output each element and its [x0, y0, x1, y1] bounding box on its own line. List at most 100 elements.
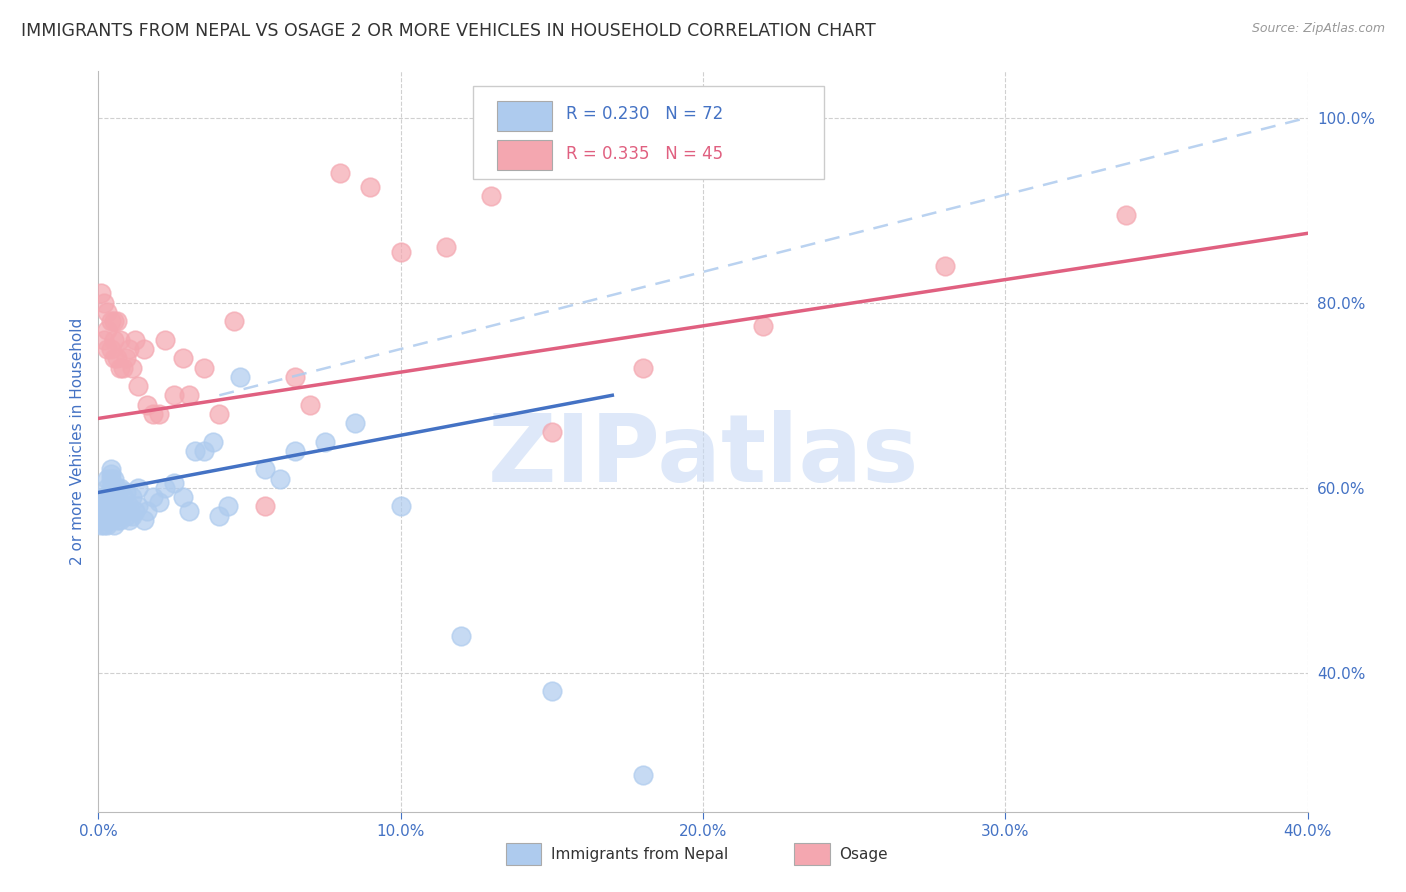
- Point: [103, 490, 125, 504]
- Point: [93, 500, 115, 514]
- Text: Immigrants from Nepal: Immigrants from Nepal: [551, 847, 728, 862]
- Point: [100, 462, 122, 476]
- Point: [934, 259, 956, 273]
- Point: [96, 323, 118, 337]
- Point: [100, 500, 122, 514]
- Point: [752, 318, 775, 333]
- Point: [103, 314, 125, 328]
- Point: [179, 504, 201, 518]
- Point: [96, 481, 118, 495]
- Point: [481, 189, 503, 203]
- Point: [103, 508, 125, 523]
- Point: [114, 485, 136, 500]
- Text: Source: ZipAtlas.com: Source: ZipAtlas.com: [1251, 22, 1385, 36]
- Point: [179, 388, 201, 402]
- Point: [269, 472, 291, 486]
- Point: [90, 500, 112, 514]
- Point: [163, 388, 186, 402]
- Point: [193, 360, 215, 375]
- Point: [96, 472, 118, 486]
- Text: IMMIGRANTS FROM NEPAL VS OSAGE 2 OR MORE VEHICLES IN HOUSEHOLD CORRELATION CHART: IMMIGRANTS FROM NEPAL VS OSAGE 2 OR MORE…: [21, 22, 876, 40]
- Point: [103, 517, 125, 532]
- Point: [121, 490, 143, 504]
- Point: [284, 369, 307, 384]
- Point: [93, 504, 115, 518]
- Point: [184, 443, 207, 458]
- Point: [93, 333, 115, 347]
- Point: [1115, 208, 1137, 222]
- Point: [202, 434, 225, 449]
- Text: R = 0.335   N = 45: R = 0.335 N = 45: [567, 145, 724, 162]
- Point: [105, 351, 128, 366]
- Point: [217, 500, 239, 514]
- Point: [105, 481, 128, 495]
- Point: [153, 333, 176, 347]
- Point: [193, 443, 215, 458]
- Point: [631, 360, 654, 375]
- Point: [93, 513, 115, 527]
- Point: [229, 369, 252, 384]
- Point: [105, 504, 128, 518]
- Point: [93, 295, 115, 310]
- Point: [208, 508, 231, 523]
- Point: [540, 425, 562, 440]
- Point: [299, 398, 322, 412]
- Point: [96, 504, 118, 518]
- Point: [114, 351, 136, 366]
- Point: [111, 504, 134, 518]
- Point: [96, 305, 118, 319]
- Point: [93, 508, 115, 523]
- Text: ZIPatlas: ZIPatlas: [488, 410, 918, 502]
- Point: [118, 342, 141, 356]
- Point: [105, 513, 128, 527]
- Point: [132, 513, 155, 527]
- Text: Osage: Osage: [839, 847, 889, 862]
- Point: [132, 342, 155, 356]
- Point: [434, 240, 457, 254]
- Point: [105, 314, 128, 328]
- Point: [100, 481, 122, 495]
- Point: [100, 490, 122, 504]
- Point: [124, 504, 146, 518]
- Point: [100, 485, 122, 500]
- Point: [135, 398, 157, 412]
- Point: [284, 443, 307, 458]
- Point: [114, 508, 136, 523]
- Point: [96, 504, 118, 518]
- Point: [100, 472, 122, 486]
- Point: [360, 180, 382, 194]
- Point: [108, 513, 131, 527]
- Point: [163, 476, 186, 491]
- Point: [208, 407, 231, 421]
- Point: [103, 351, 125, 366]
- Point: [631, 767, 654, 781]
- Point: [148, 494, 170, 508]
- Point: [96, 342, 118, 356]
- Point: [172, 351, 194, 366]
- Point: [121, 360, 143, 375]
- Point: [90, 517, 112, 532]
- Point: [329, 166, 352, 180]
- Point: [118, 500, 141, 514]
- Point: [389, 500, 412, 514]
- Point: [108, 500, 131, 514]
- Point: [124, 333, 146, 347]
- Point: [450, 629, 472, 643]
- Bar: [498, 101, 551, 130]
- Point: [127, 500, 149, 514]
- Point: [100, 314, 122, 328]
- Point: [90, 286, 112, 301]
- Point: [148, 407, 170, 421]
- Point: [111, 360, 134, 375]
- Point: [100, 467, 122, 481]
- Point: [105, 494, 128, 508]
- Point: [108, 333, 131, 347]
- Point: [314, 434, 336, 449]
- Point: [142, 490, 165, 504]
- Point: [100, 342, 122, 356]
- Text: R = 0.230   N = 72: R = 0.230 N = 72: [567, 105, 724, 123]
- Point: [253, 462, 276, 476]
- Point: [172, 490, 194, 504]
- Point: [253, 500, 276, 514]
- Point: [96, 508, 118, 523]
